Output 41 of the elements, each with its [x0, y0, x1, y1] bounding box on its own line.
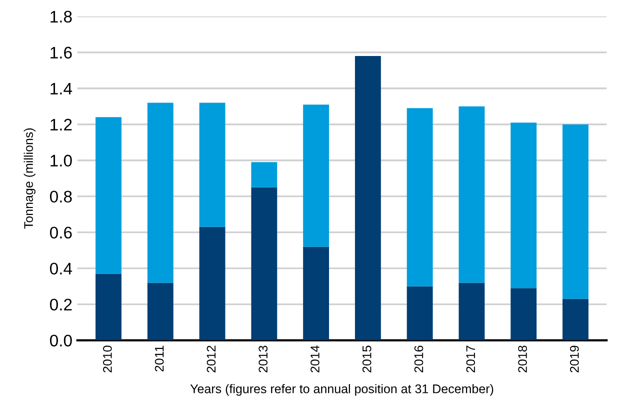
- bar: [354, 56, 381, 340]
- y-tick-label: 0.0: [50, 334, 72, 347]
- bar: [147, 282, 174, 340]
- x-tick-label: 2019: [570, 346, 579, 372]
- y-axis-title: Tonnage (millions): [24, 128, 36, 229]
- bar: [147, 102, 174, 283]
- bar: [199, 226, 226, 340]
- y-tick-label: 0.6: [50, 226, 72, 239]
- bar: [562, 124, 588, 299]
- y-tick-label: 0.4: [50, 262, 72, 275]
- bar: [251, 162, 278, 188]
- bar: [406, 286, 433, 340]
- x-tick-label: 2013: [258, 346, 268, 372]
- y-tick-label: 0.2: [50, 298, 72, 311]
- x-tick-label: 2010: [103, 346, 112, 372]
- bar: [458, 106, 485, 283]
- x-tick-label: 2018: [518, 346, 527, 372]
- y-tick-label: 1.8: [50, 10, 72, 23]
- x-tick-label: 2016: [414, 346, 424, 372]
- x-tick-label: 2015: [362, 346, 372, 372]
- bar: [96, 117, 122, 274]
- bar: [303, 104, 330, 247]
- x-tick-label: 2014: [310, 346, 320, 372]
- x-tick-label: 2012: [206, 346, 216, 372]
- bar: [510, 288, 537, 340]
- x-tick-label: 2017: [466, 346, 476, 372]
- bar: [458, 282, 485, 340]
- bar: [251, 187, 278, 340]
- y-tick-label: 1.2: [50, 118, 72, 130]
- y-tick-label: 0.8: [50, 190, 72, 203]
- bar: [406, 108, 433, 286]
- x-axis-title: Years (figures refer to annual position at 31 December): [190, 384, 494, 396]
- bar: [96, 274, 122, 340]
- bar: [562, 298, 588, 340]
- y-tick-label: 1.0: [50, 154, 72, 167]
- bar: [510, 122, 537, 288]
- x-tick-label: 2011: [154, 346, 164, 372]
- bar: [303, 246, 330, 340]
- y-tick-label: 1.4: [50, 82, 72, 94]
- bar: [199, 102, 226, 227]
- y-tick-label: 1.6: [50, 46, 72, 59]
